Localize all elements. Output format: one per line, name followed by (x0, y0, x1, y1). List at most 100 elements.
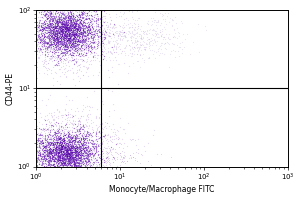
Point (71, 13, 76, 16)
Point (45, 29, 50, 33)
Point (79, 21, 83, 24)
Point (81, 153, 85, 156)
Point (49, 48, 54, 51)
Point (54, 143, 59, 147)
Point (68, 10, 73, 14)
Point (98, 42, 102, 45)
Point (68, 156, 72, 160)
Point (57, 130, 62, 133)
Point (45, 10, 50, 14)
Point (42, 151, 47, 154)
Point (68, 158, 73, 162)
Point (60, 149, 65, 152)
Point (37, 146, 41, 149)
Point (150, 48, 154, 51)
Point (68, 150, 72, 153)
Point (96, 39, 100, 43)
Point (72, 164, 76, 167)
Point (80, 53, 85, 56)
Point (47, 142, 52, 146)
Point (51, 147, 56, 150)
Point (38, 37, 43, 41)
Point (46, 20, 51, 23)
Point (92, 149, 96, 152)
Point (90, 40, 95, 43)
Point (72, 22, 77, 25)
Point (80, 23, 84, 27)
Point (79, 38, 84, 41)
Point (74, 27, 79, 30)
Point (71, 53, 76, 56)
Point (39, 34, 44, 37)
Point (121, 157, 126, 160)
Point (66, 21, 71, 24)
Point (145, 33, 150, 36)
Point (105, 88, 110, 91)
Point (75, 129, 80, 132)
Point (69, 164, 74, 167)
Point (34, 143, 38, 146)
Point (40, 142, 45, 145)
Point (63, 158, 68, 161)
Point (85, 129, 89, 132)
Point (43, 139, 48, 142)
Point (78, 9, 83, 12)
Point (54, 155, 59, 158)
Point (72, 35, 77, 38)
Point (68, 29, 73, 32)
Point (73, 146, 77, 150)
Point (61, 152, 66, 155)
Point (45, 41, 50, 44)
Point (56, 37, 61, 40)
Point (48, 12, 53, 16)
Point (71, 19, 76, 23)
Point (84, 37, 88, 40)
Point (98, 69, 103, 72)
Point (112, 51, 116, 54)
Point (69, 157, 74, 161)
Point (55, 157, 60, 160)
Point (94, 140, 99, 143)
Point (46, 29, 50, 32)
Point (97, 41, 101, 44)
Point (63, 48, 68, 52)
Point (48, 48, 53, 51)
Point (82, 20, 87, 24)
Point (88, 48, 93, 52)
Point (70, 137, 75, 140)
Point (80, 43, 84, 46)
Point (41, 45, 46, 48)
Point (39, 155, 44, 158)
Point (55, 44, 59, 47)
Point (94, 12, 99, 15)
Point (55, 35, 60, 39)
Point (62, 27, 67, 30)
Point (78, 140, 83, 143)
Point (70, 135, 75, 138)
Point (55, 21, 59, 24)
Point (68, 134, 73, 137)
Point (100, 41, 105, 44)
Point (38, 159, 43, 162)
Point (92, 15, 96, 19)
Point (49, 30, 53, 33)
Point (61, 31, 66, 34)
Point (56, 48, 61, 51)
Point (163, 41, 168, 45)
Point (54, 28, 59, 32)
Point (86, 56, 91, 59)
Point (80, 9, 85, 12)
Point (69, 159, 74, 162)
Point (107, 150, 112, 153)
Point (63, 35, 68, 38)
Point (87, 132, 92, 135)
Point (64, 26, 69, 29)
Point (115, 128, 119, 132)
Point (52, 130, 57, 133)
Point (59, 150, 64, 153)
Point (42, 26, 46, 29)
Point (85, 27, 90, 30)
Point (115, 29, 120, 32)
Point (63, 32, 68, 35)
Point (61, 152, 66, 155)
